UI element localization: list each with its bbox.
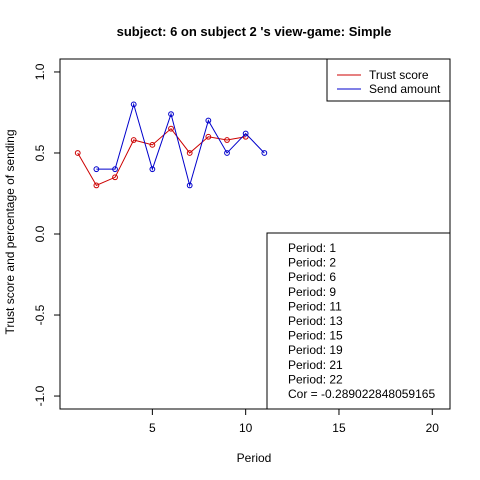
info-line: Period: 15 [288,329,343,343]
data-point [205,117,212,124]
info-box-frame [266,232,451,410]
data-point [242,133,249,140]
y-tick-label: 0.0 [33,225,47,242]
data-point [186,150,193,156]
y-axis: -1.0 -0.5 0.0 0.5 1.0 [33,63,60,406]
x-tick-label: 5 [149,421,156,435]
y-tick-label: -0.5 [33,304,47,325]
info-line: Period: 21 [288,358,343,372]
info-line: Period: 9 [288,285,336,299]
y-tick-label: 0.5 [33,144,47,161]
chart-title: subject: 6 on subject 2 's view-game: Si… [117,24,392,39]
y-tick-label: 1.0 [33,63,47,80]
info-line: Period: 6 [288,270,336,284]
data-point [149,141,156,148]
x-axis-label: Period [237,451,272,465]
data-point [130,101,137,108]
data-point [242,130,249,137]
data-point [130,137,137,143]
x-tick-label: 15 [332,421,346,435]
data-point [112,174,118,181]
data-point [224,150,230,156]
info-line: Period: 1 [288,241,336,255]
x-tick-label: 20 [426,421,440,435]
info-line: Period: 2 [288,256,336,270]
info-line: Period: 11 [288,299,342,313]
data-point [149,166,156,173]
data-point [261,150,268,156]
data-point [93,182,100,189]
data-point [168,111,174,117]
y-tick-label: -1.0 [33,385,47,406]
data-point [205,133,212,140]
x-tick-label: 10 [239,421,253,435]
series-layer [74,101,268,189]
data-point [168,125,174,132]
info-line: Period: 22 [288,372,343,386]
series-line-send-amount [96,102,265,188]
info-line: Period: 19 [288,343,343,357]
data-point [93,166,100,173]
x-axis: 5 10 15 20 [149,409,439,435]
series-line-trust-score [77,127,246,187]
info-line: Cor = -0.289022848059165 [288,387,435,401]
data-point [112,166,118,173]
data-point [74,150,81,156]
legend-box [326,58,451,102]
info-line: Period: 13 [288,314,343,328]
y-axis-label: Trust score and percentage of sending [3,129,17,334]
data-point [186,182,193,189]
legend-label: Send amount [369,82,441,96]
legend-label: Trust score [369,68,429,82]
data-point [224,137,230,143]
